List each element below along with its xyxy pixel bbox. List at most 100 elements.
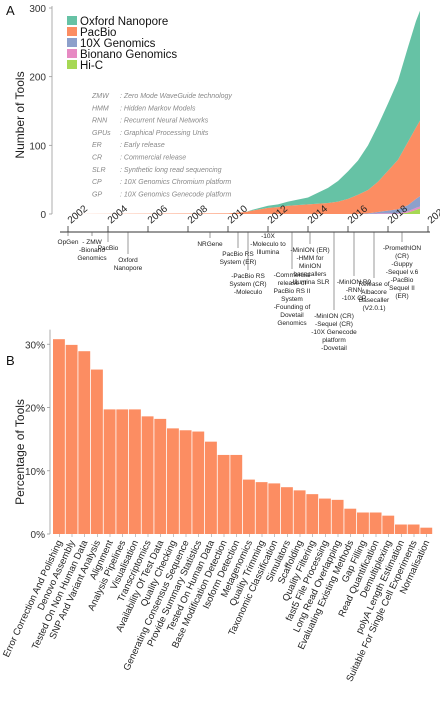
panel-b-label: B: [6, 353, 15, 368]
legend-label: Hi-C: [80, 60, 103, 72]
timeline-event-text: -MinION R9: [337, 279, 372, 286]
glossary-abbreviation: CP: [92, 179, 102, 186]
legend-swatch: [67, 27, 77, 36]
timeline-event-text: NRGene: [197, 241, 223, 248]
bar: [255, 482, 268, 534]
panel-a-timeline-events: OpGen - ZMW-BionanoGenomicsPacBioOxfordNa…: [58, 230, 422, 352]
bar: [268, 483, 281, 534]
timeline-event-text: -HMM for: [296, 255, 324, 262]
glossary-abbreviation: GPUs: [92, 130, 111, 137]
timeline-event-text: PacBio: [98, 245, 119, 252]
legend-label: Bionano Genomics: [80, 49, 177, 61]
timeline-event-text: -10X CP: [342, 295, 367, 302]
timeline-event-text: -Bionano: [79, 247, 105, 254]
bar: [243, 479, 255, 534]
timeline-event-text: platform: [322, 337, 345, 344]
glossary-definition: : Zero Mode WaveGuide technology: [120, 93, 232, 100]
bar: [179, 430, 192, 534]
timeline-event-text: Release of: [358, 281, 389, 288]
panel-b-y-tick-label: 10%: [25, 467, 45, 478]
glossary-definition: : Synthetic long read sequencing: [120, 167, 222, 174]
panel-b-y-tick-label: 20%: [25, 404, 45, 415]
glossary-abbreviation: ZMW: [91, 93, 110, 100]
panel-a-x-tick-label: 2002: [66, 203, 90, 226]
glossary-abbreviation: ER: [92, 142, 102, 149]
bar: [141, 416, 154, 534]
bar: [281, 487, 293, 534]
timeline-event-text: -RNN: [346, 287, 363, 294]
legend-label: PacBio: [80, 27, 116, 39]
timeline-event-text: -Sequel (CR): [315, 321, 353, 328]
legend-swatch: [67, 38, 77, 47]
timeline-event-text: System: [281, 296, 303, 303]
bar: [167, 428, 179, 534]
timeline-event-text: -MinION (CR): [314, 313, 354, 320]
panel-a-y-axis: 0 100 200 300: [29, 4, 53, 221]
legend-swatch: [67, 60, 77, 69]
panel-a-y-tick-label: 300: [29, 4, 46, 15]
timeline-event-text: MinION: [299, 263, 321, 270]
timeline-event-text: Illumina: [257, 249, 280, 256]
panel-a-area-layers: [66, 10, 420, 214]
bar: [78, 351, 91, 534]
bar: [91, 369, 103, 534]
timeline-event-text: OpGen: [58, 239, 79, 246]
bar: [319, 498, 331, 534]
timeline-event-text: -10X Genecode: [311, 329, 357, 336]
timeline-event-text: Genomics: [77, 255, 107, 262]
timeline-event-text: -Commercial: [274, 272, 311, 279]
timeline-event-text: PacBio RS II: [274, 288, 311, 295]
bar: [129, 409, 141, 534]
timeline-event-text: -MinION (ER): [290, 247, 329, 254]
glossary-abbreviation: SLR: [92, 167, 106, 174]
area-series-pacbio: [66, 120, 420, 214]
timeline-event-text: System (ER): [220, 259, 257, 266]
panel-b-y-axis: 0% 10% 20% 30%: [25, 329, 51, 541]
glossary-abbreviation: RNN: [92, 118, 108, 125]
panel-b-y-tick-label: 0%: [31, 530, 46, 541]
timeline-event-text: -PacBio: [391, 277, 414, 284]
panel-b-y-tick-label: 30%: [25, 340, 45, 351]
timeline-event-text: -PromethION: [383, 245, 422, 252]
bar: [344, 508, 357, 534]
panel-a-x-tick-label: 2004: [106, 203, 130, 226]
timeline-event-text: -Sequel v.6: [386, 269, 419, 276]
glossary-definition: : 10X Genomics Genecode platform: [120, 191, 231, 198]
glossary-abbreviation: CR: [92, 155, 102, 162]
timeline-event-text: release of: [278, 280, 307, 287]
timeline-event-text: (CR): [395, 253, 409, 260]
timeline-event-text: Sequel II: [389, 285, 415, 292]
bar: [382, 515, 395, 534]
timeline-event-text: Dovetail: [280, 312, 304, 319]
panel-a-y-tick-label: 0: [40, 210, 46, 221]
bar: [192, 431, 205, 534]
timeline-event-text: Albacore: [361, 289, 387, 296]
bar: [230, 454, 243, 534]
glossary-definition: : Graphical Processing Units: [120, 130, 209, 137]
timeline-event-text: PacBio RS: [222, 251, 254, 258]
bar: [306, 494, 319, 534]
panel-a-x-tick-label: 2010: [226, 203, 250, 226]
timeline-event-text: - ZMW: [82, 239, 102, 246]
glossary-definition: : Recurrent Neural Networks: [120, 118, 209, 125]
bar: [293, 490, 306, 534]
timeline-event-text: Genomics: [277, 320, 307, 327]
timeline-event-text: -10X: [261, 233, 275, 240]
area-series-10x-genomics: [66, 196, 420, 214]
legend-swatch: [67, 16, 77, 25]
bar: [205, 441, 217, 534]
panel-b-ylabel: Percentage of Tools: [13, 399, 27, 505]
bar: [65, 344, 78, 534]
timeline-event-text: basecallers: [294, 271, 328, 278]
timeline-event-text: -PacBio RS: [231, 273, 265, 280]
glossary-abbreviation: GP: [92, 191, 102, 198]
legend-label: Oxford Nanopore: [80, 16, 168, 28]
glossary-definition: : 10X Genomics Chromium platform: [120, 179, 231, 186]
bar: [154, 418, 167, 534]
panel-a-ylabel: Number of Tools: [13, 71, 27, 158]
bar: [331, 499, 344, 534]
glossary-definition: : Early release: [120, 142, 165, 149]
